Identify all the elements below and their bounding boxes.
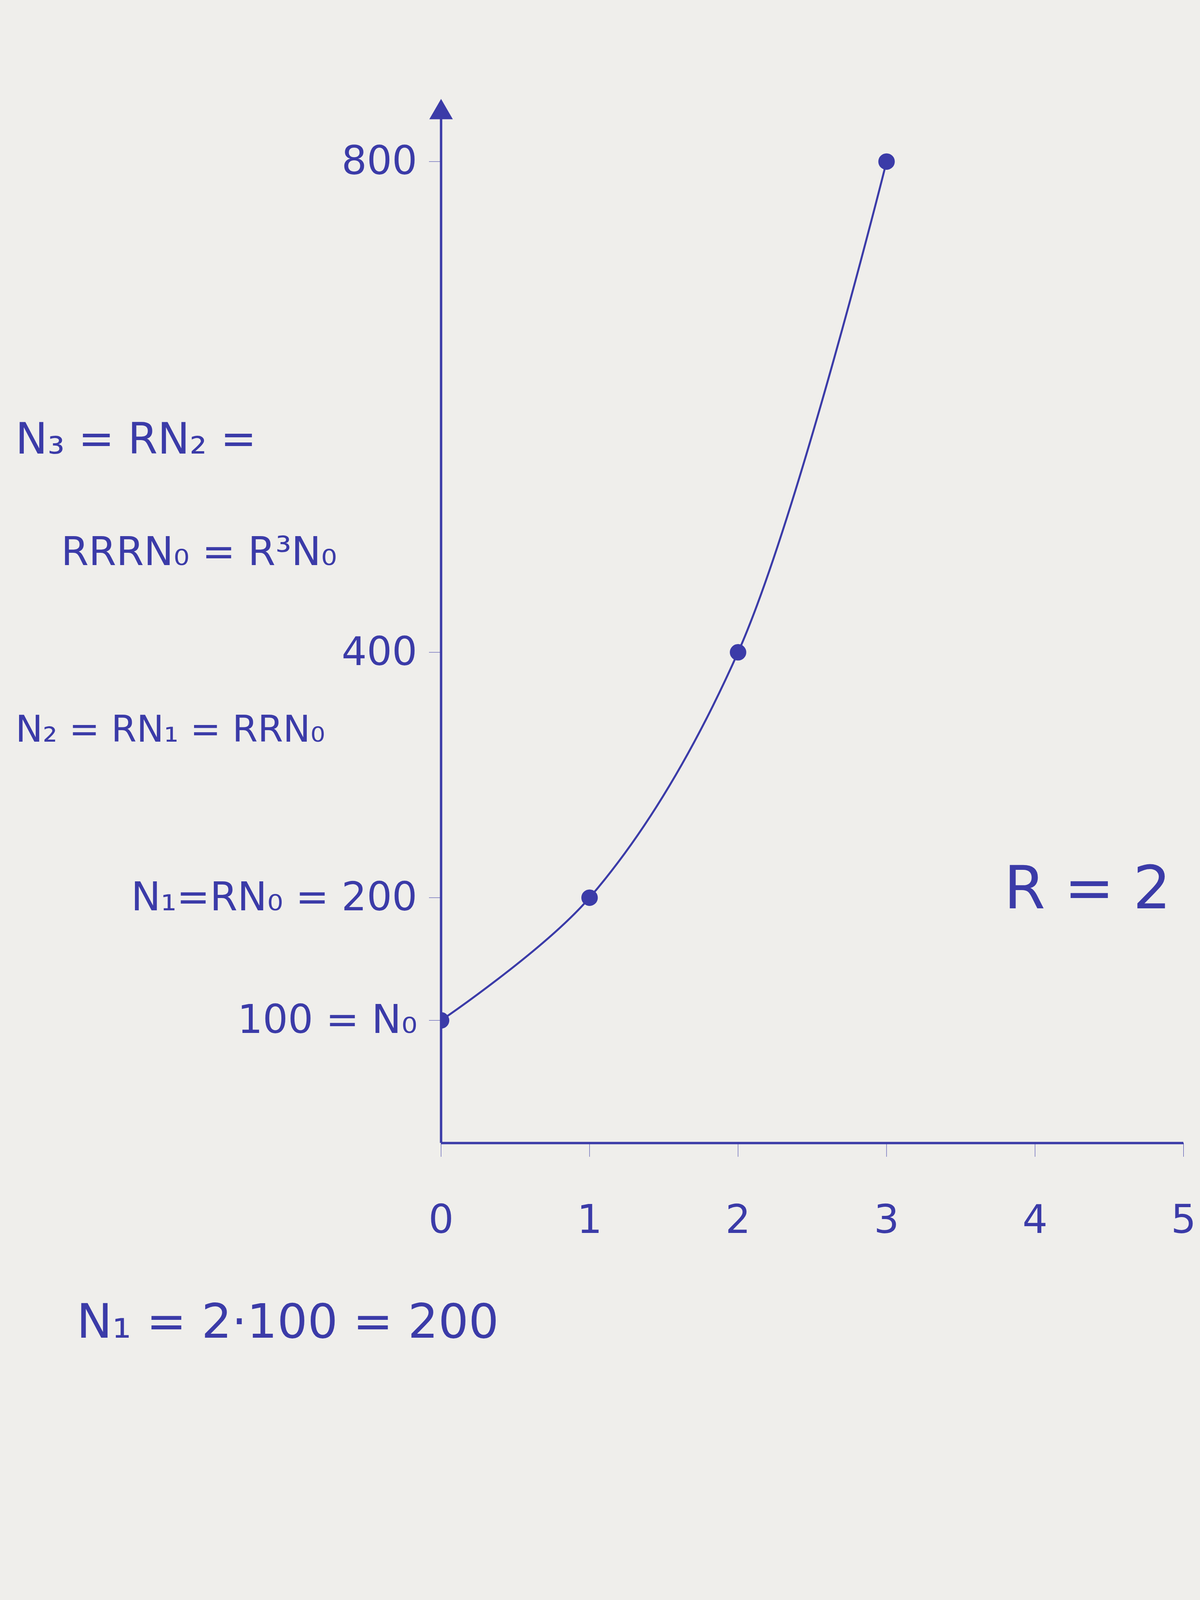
svg-text:5: 5 bbox=[1171, 1196, 1197, 1243]
svg-text:800: 800 bbox=[341, 137, 418, 184]
svg-text:400: 400 bbox=[341, 628, 418, 675]
svg-text:4: 4 bbox=[1022, 1196, 1048, 1243]
html-text:N₃ = RN₂ =: N₃ = RN₂ = bbox=[15, 413, 257, 464]
html-text:R = 2: R = 2 bbox=[1003, 853, 1171, 923]
svg-text:100 = N₀: 100 = N₀ bbox=[237, 996, 418, 1043]
html-text:N₂ = RN₁ = RRN₀: N₂ = RN₁ = RRN₀ bbox=[15, 707, 325, 751]
svg-text:1: 1 bbox=[576, 1196, 603, 1243]
svg-text:N₁=RN₀ = 200: N₁=RN₀ = 200 bbox=[130, 873, 418, 920]
html-text:RRRN₀ = R³N₀: RRRN₀ = R³N₀ bbox=[61, 528, 337, 575]
svg-text:3: 3 bbox=[873, 1196, 900, 1243]
svg-text:0: 0 bbox=[428, 1196, 454, 1243]
svg-text:2: 2 bbox=[725, 1196, 751, 1243]
html-text:N₁ = 2·100 = 200: N₁ = 2·100 = 200 bbox=[76, 1293, 499, 1349]
